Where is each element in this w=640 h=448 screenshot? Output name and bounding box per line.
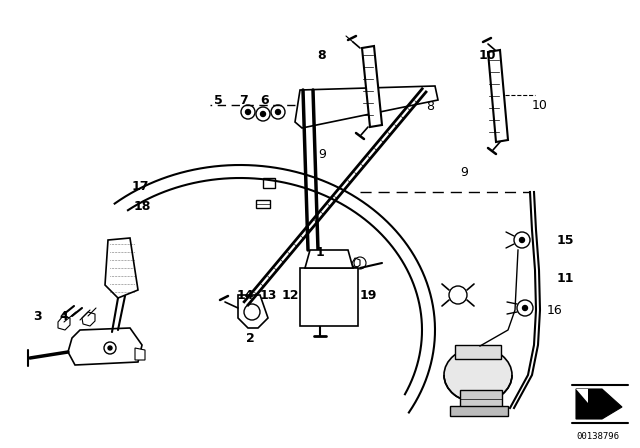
Text: 9: 9: [318, 147, 326, 160]
Text: 15: 15: [556, 233, 573, 246]
Bar: [450, 406, 508, 416]
Polygon shape: [576, 389, 588, 403]
Polygon shape: [68, 328, 142, 365]
Text: 11: 11: [556, 271, 573, 284]
Text: 00138796: 00138796: [576, 432, 619, 441]
Polygon shape: [105, 238, 138, 298]
Text: 6: 6: [260, 94, 269, 107]
Text: 10: 10: [532, 99, 548, 112]
Polygon shape: [82, 312, 95, 326]
Text: 1: 1: [316, 246, 324, 258]
Text: 5: 5: [214, 94, 222, 107]
Bar: [263, 178, 275, 188]
Polygon shape: [135, 348, 145, 360]
Text: 4: 4: [60, 310, 68, 323]
Text: 9: 9: [460, 165, 468, 178]
Polygon shape: [305, 250, 353, 268]
Text: 8: 8: [426, 99, 434, 112]
Text: 13: 13: [259, 289, 276, 302]
Text: 19: 19: [359, 289, 377, 302]
Text: 2: 2: [246, 332, 254, 345]
Polygon shape: [576, 389, 622, 419]
Circle shape: [520, 237, 525, 242]
Ellipse shape: [444, 348, 512, 402]
Circle shape: [275, 109, 280, 115]
Text: 17: 17: [131, 180, 148, 193]
Text: 3: 3: [34, 310, 42, 323]
Text: 8: 8: [317, 48, 326, 61]
Text: 14: 14: [236, 289, 253, 302]
Text: 16: 16: [547, 303, 563, 316]
Circle shape: [522, 306, 527, 310]
Text: 7: 7: [239, 94, 248, 107]
Polygon shape: [327, 262, 335, 273]
Polygon shape: [58, 316, 70, 330]
Bar: [460, 390, 502, 408]
Circle shape: [260, 112, 266, 116]
Text: 18: 18: [133, 199, 150, 212]
Polygon shape: [362, 46, 382, 127]
Text: 12: 12: [281, 289, 299, 302]
Polygon shape: [302, 268, 310, 279]
Circle shape: [108, 346, 112, 350]
Text: 10: 10: [478, 48, 496, 61]
Polygon shape: [488, 50, 508, 142]
Polygon shape: [295, 86, 438, 128]
Polygon shape: [238, 295, 268, 328]
Bar: [256, 200, 270, 208]
Bar: [300, 268, 358, 326]
Bar: [455, 345, 501, 359]
Circle shape: [246, 109, 250, 115]
Polygon shape: [352, 258, 360, 269]
